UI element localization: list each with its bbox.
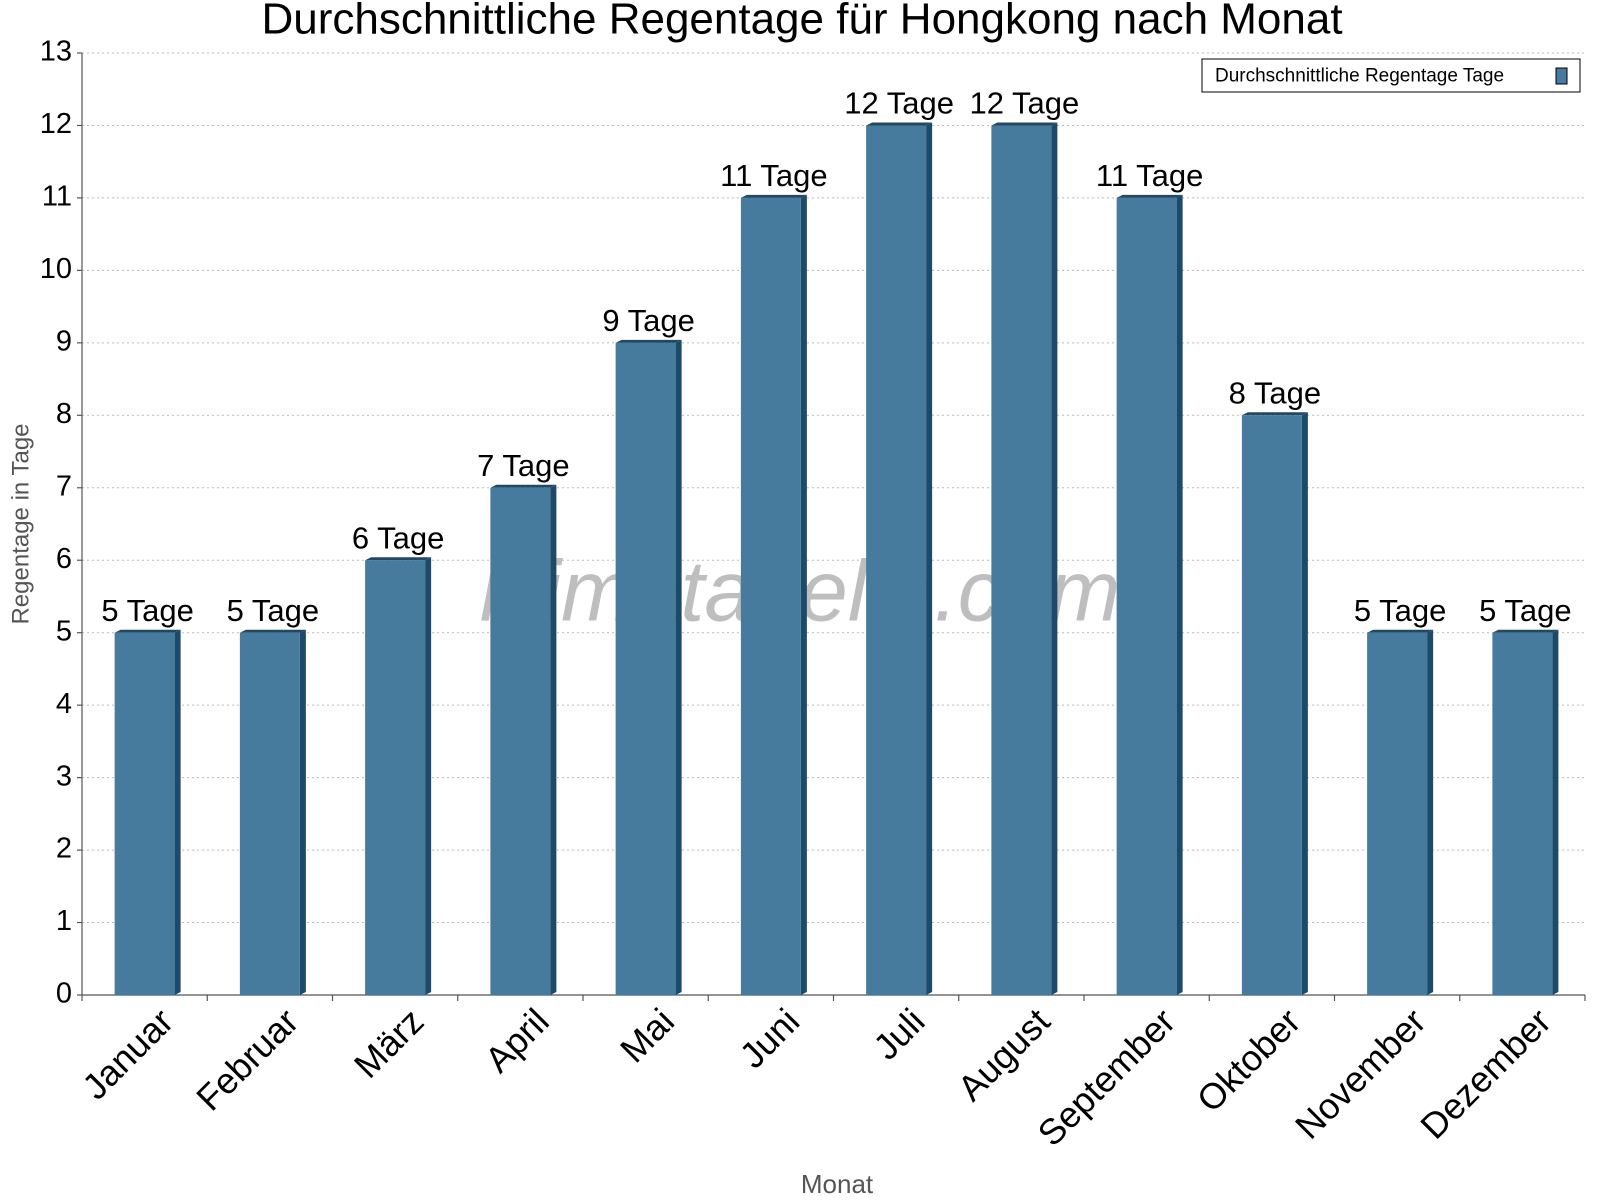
bar-side: [926, 122, 933, 995]
value-label: 5 Tage: [101, 593, 194, 628]
bar-top: [615, 339, 682, 343]
bar-top: [114, 629, 181, 633]
y-tick-label: 8: [56, 398, 72, 430]
bar-top: [365, 557, 432, 561]
bar-side: [1301, 412, 1308, 995]
bar-top: [1492, 629, 1559, 633]
x-axis-label: Monat: [801, 1169, 874, 1199]
x-tick-label: Juni: [732, 1000, 808, 1076]
bar-side: [425, 557, 432, 995]
x-tick-label: März: [346, 1000, 432, 1086]
bar-top: [1367, 629, 1434, 633]
value-label: 12 Tage: [844, 86, 954, 121]
bar-top: [239, 629, 306, 633]
bar-side: [299, 629, 306, 995]
y-tick-label: 6: [56, 543, 72, 575]
bar-top: [740, 194, 807, 198]
bar-side: [1176, 194, 1183, 995]
y-tick-label: 10: [40, 253, 72, 285]
bar-side: [675, 339, 682, 995]
value-label: 7 Tage: [477, 448, 570, 483]
value-label: 11 Tage: [1096, 158, 1203, 193]
y-tick-label: 9: [56, 326, 72, 358]
value-label: 8 Tage: [1229, 375, 1322, 410]
x-tick-label: April: [477, 1000, 557, 1080]
y-tick-label: 5: [56, 615, 72, 647]
bar-top: [1241, 412, 1308, 416]
bar: [490, 487, 551, 995]
bar: [740, 197, 801, 995]
bar-top: [866, 122, 933, 126]
bar-side: [550, 484, 557, 995]
y-tick-label: 1: [56, 905, 72, 937]
bar-side: [174, 629, 181, 995]
bar: [1492, 632, 1553, 995]
value-label: 5 Tage: [227, 593, 320, 628]
x-tick-label: Oktober: [1189, 1000, 1309, 1120]
bar: [365, 560, 426, 995]
bar-top: [490, 484, 557, 488]
y-tick-label: 3: [56, 760, 72, 792]
bar: [114, 632, 175, 995]
y-tick-label: 7: [56, 470, 72, 502]
legend-swatch: [1555, 67, 1568, 85]
value-label: 6 Tage: [352, 520, 445, 555]
y-tick-label: 12: [40, 108, 72, 140]
legend-label: Durchschnittliche Regentage Tage: [1215, 66, 1504, 87]
bar-side: [1051, 122, 1058, 995]
bar: [1367, 632, 1428, 995]
value-label: 5 Tage: [1479, 593, 1572, 628]
bar: [1241, 415, 1302, 995]
x-tick-label: Januar: [74, 1000, 181, 1107]
y-axis-label: Regentage in Tage: [7, 423, 34, 624]
x-tick-label: Mai: [612, 1000, 682, 1070]
value-label: 12 Tage: [969, 86, 1079, 121]
x-tick-label: November: [1287, 1000, 1433, 1146]
y-tick-label: 0: [56, 978, 72, 1010]
bar-side: [1427, 629, 1434, 995]
x-tick-label: Februar: [188, 1000, 306, 1118]
legend-box: [1201, 58, 1581, 93]
y-tick-label: 11: [42, 181, 72, 213]
value-label: 5 Tage: [1354, 593, 1447, 628]
y-tick-label: 13: [40, 36, 72, 68]
legend: Durchschnittliche Regentage Tage: [1201, 58, 1581, 93]
bar: [615, 342, 676, 995]
bar: [1116, 197, 1177, 995]
y-tick-label: 4: [56, 688, 72, 720]
value-label: 11 Tage: [720, 158, 827, 193]
bar-side: [800, 194, 807, 995]
x-tick-label: Dezember: [1412, 1000, 1558, 1146]
x-tick-label: September: [1029, 1000, 1183, 1154]
value-label: 9 Tage: [602, 303, 695, 338]
bar-side: [1552, 629, 1559, 995]
x-tick-label: August: [950, 1000, 1058, 1108]
bar: [991, 125, 1052, 995]
bar: [866, 125, 927, 995]
x-tick-label: Juli: [865, 1000, 932, 1067]
y-tick-label: 2: [56, 833, 72, 865]
bar-top: [1116, 194, 1183, 198]
bar: [239, 632, 300, 995]
chart-title: Durchschnittliche Regentage für Hongkong…: [261, 0, 1342, 44]
bar-top: [991, 122, 1058, 126]
